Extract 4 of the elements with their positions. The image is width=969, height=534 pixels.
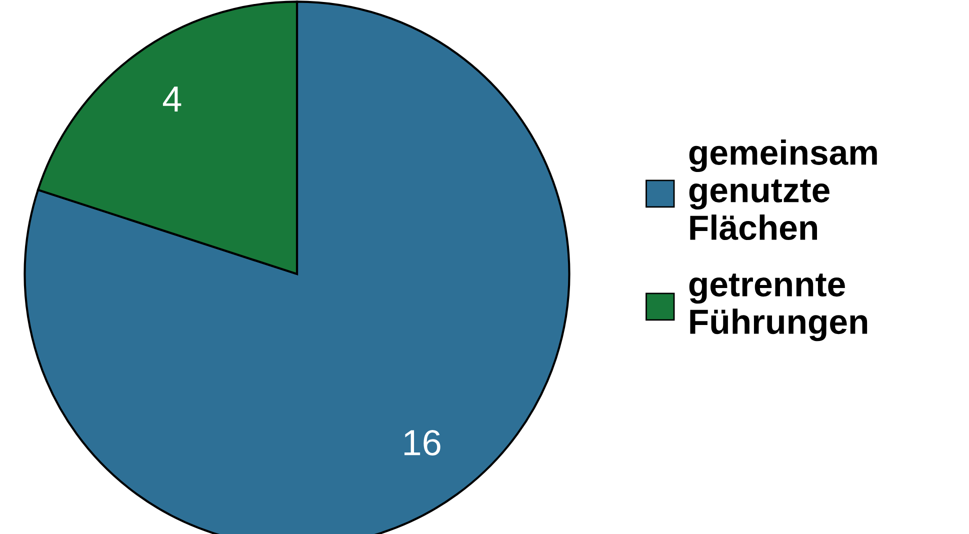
legend-label: gemeinsam genutzte Flächen (689, 139, 877, 240)
data-label: 4 (162, 86, 182, 112)
data-label: 16 (404, 430, 440, 456)
legend-label: getrennte Führungen (689, 274, 868, 342)
